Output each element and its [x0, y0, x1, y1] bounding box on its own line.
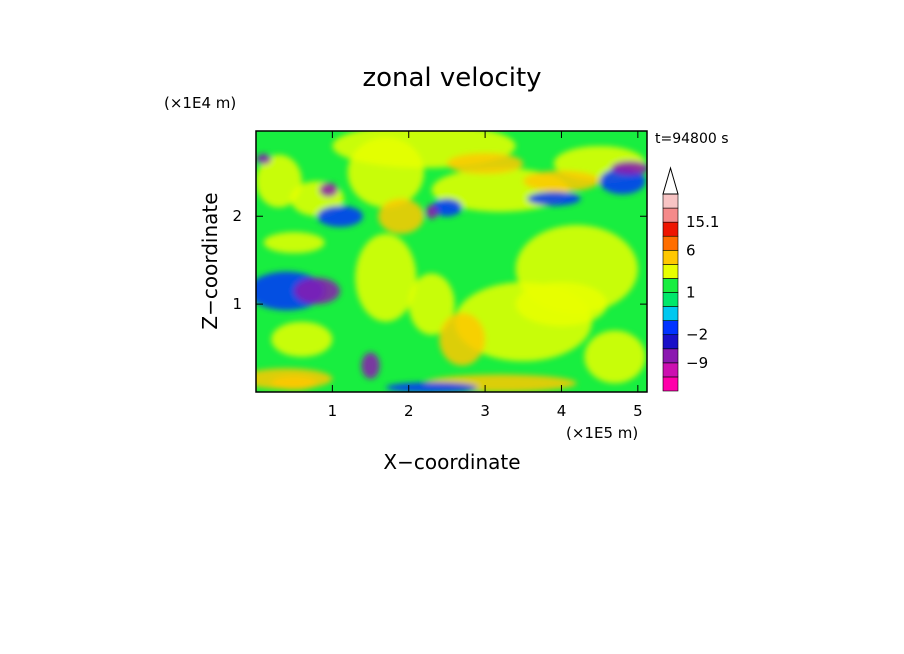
x-axis: 1 2 3 4 5	[328, 131, 643, 420]
x-axis-label: X−coordinate	[383, 450, 520, 474]
y-tick-label: 2	[232, 207, 242, 225]
field-contour-patch	[347, 137, 425, 208]
colorbar-segment	[662, 376, 679, 392]
field-contour-patch	[611, 160, 647, 175]
colorbar-segment	[662, 306, 679, 321]
x-tick-label: 3	[480, 402, 490, 420]
field-contour-patch	[439, 312, 486, 366]
field-contour-patch	[515, 282, 608, 327]
field-contour-patch	[446, 152, 524, 175]
colorbar-segment	[662, 221, 679, 237]
x-tick-label: 2	[404, 402, 414, 420]
colorbar-extend-arrow	[662, 166, 679, 195]
field-contour-patch	[527, 191, 581, 206]
x-unit-label: (×1E5 m)	[566, 424, 638, 442]
colorbar-tick-label: 15.1	[686, 213, 719, 231]
colorbar-tick-label: −9	[686, 354, 708, 372]
field-contour-patch	[361, 352, 380, 379]
field-contour-patch	[425, 204, 438, 219]
plot-area	[256, 131, 647, 392]
time-label: t=94800 s	[655, 131, 729, 147]
colorbar-segment	[662, 278, 679, 293]
field-contour-patch	[294, 277, 341, 305]
colorbar-segment	[662, 292, 679, 307]
x-tick-label: 4	[557, 402, 567, 420]
x-tick-label: 1	[328, 402, 338, 420]
chart-title: zonal velocity	[362, 63, 541, 93]
colorbar-segment	[662, 334, 679, 350]
field-contour-patch	[271, 376, 318, 391]
colorbar-segment	[662, 193, 679, 209]
field-contour-patch	[317, 205, 363, 227]
y-tick-label: 1	[232, 295, 242, 313]
colorbar: 15.1 6 1 −2 −9	[662, 166, 719, 392]
plot-frame	[255, 130, 648, 393]
field-contour-patch	[355, 233, 417, 322]
colorbar-segment	[662, 235, 679, 251]
colorbar-tick-label: 1	[686, 284, 696, 302]
field-contour-patch	[271, 321, 333, 357]
colorbar-segment	[662, 207, 679, 223]
field-contour-patch	[263, 232, 325, 254]
y-axis-label: Z−coordinate	[198, 192, 222, 329]
colorbar-segment	[662, 249, 679, 265]
x-tick-label: 5	[633, 402, 643, 420]
colorbar-tick-label: −2	[686, 326, 708, 344]
y-unit-label: (×1E4 m)	[164, 94, 236, 112]
field-contour-patch	[256, 154, 302, 208]
field-contour-patch	[378, 198, 425, 234]
colorbar-segment	[662, 264, 679, 279]
field-contour-patch	[408, 273, 455, 335]
field-contour-patch	[256, 153, 272, 165]
colorbar-segment	[662, 348, 679, 364]
colorbar-segment	[662, 362, 679, 378]
field-contour-patch	[523, 170, 600, 192]
field-contour-patch	[431, 198, 463, 217]
colorbar-segment	[662, 320, 679, 336]
field-contour-patch	[319, 182, 338, 197]
y-axis: 12	[232, 207, 647, 313]
colorbar-tick-label: 6	[686, 241, 696, 259]
field-contour-patch	[584, 330, 646, 384]
